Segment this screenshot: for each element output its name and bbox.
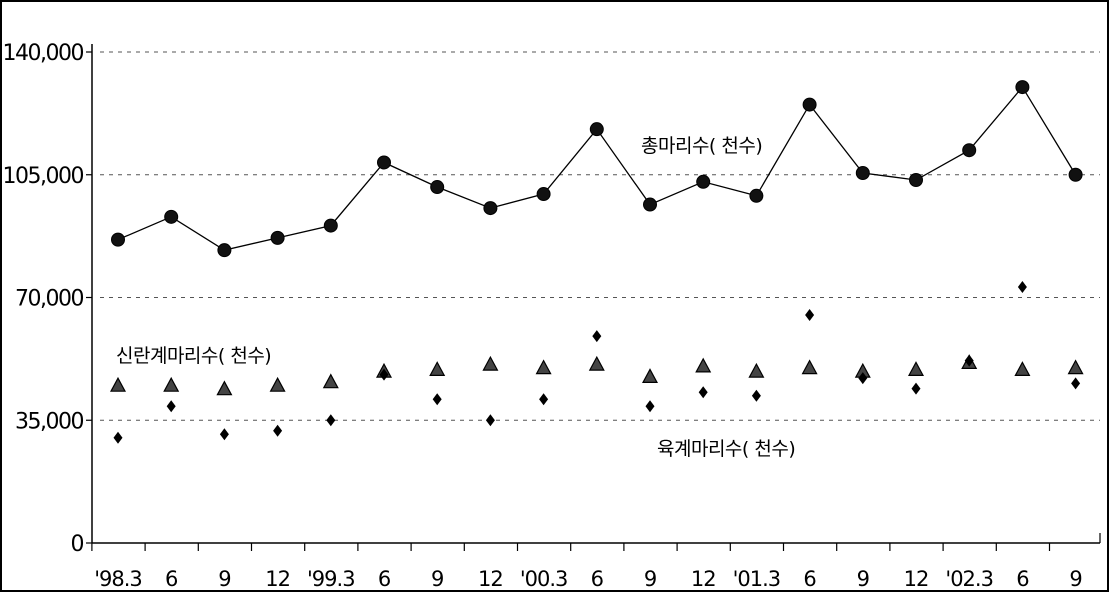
- data-point-circle: [536, 187, 551, 202]
- x-tick-label: 6: [378, 567, 391, 591]
- data-point-circle: [589, 122, 604, 137]
- data-point-circle: [1015, 80, 1030, 95]
- x-tick-label: 12: [691, 567, 716, 591]
- x-tick-label: 9: [644, 567, 656, 591]
- y-tick-label: 35,000: [15, 409, 83, 434]
- data-point-triangle: [801, 359, 818, 375]
- data-point-triangle: [748, 362, 765, 378]
- data-point-diamond: [432, 393, 442, 406]
- data-point-triangle: [429, 361, 446, 376]
- x-tick-label: 9: [218, 567, 230, 591]
- data-point-diamond: [805, 309, 815, 322]
- data-point-diamond: [1071, 377, 1081, 390]
- data-point-triangle: [695, 357, 712, 373]
- series-group: [113, 280, 1081, 444]
- data-point-circle: [962, 143, 977, 158]
- axis-layer: 0 35,000 70,000 105,000 140,000 '98.3 6 9 12 '99.…: [3, 41, 1101, 591]
- data-point-circle: [483, 201, 498, 216]
- x-tick-label: 9: [857, 567, 869, 591]
- data-point-triangle: [588, 355, 605, 371]
- data-point-triangle: [535, 359, 552, 375]
- y-tick-label: 0: [71, 532, 84, 557]
- x-tick-label: '02.3: [945, 567, 993, 591]
- data-point-diamond: [645, 400, 655, 413]
- series-annotation-label: 육계마리수( 천수): [657, 438, 795, 460]
- data-point-circle: [802, 97, 817, 112]
- series-annotation-label: 총마리수( 천수): [641, 135, 762, 157]
- data-point-diamond: [273, 424, 283, 437]
- x-tick-label: 9: [431, 567, 443, 591]
- data-point-circle: [111, 232, 125, 247]
- data-point-diamond: [379, 368, 389, 381]
- data-point-diamond: [698, 386, 708, 399]
- data-point-triangle: [269, 376, 286, 392]
- data-point-triangle: [109, 376, 127, 392]
- data-point-triangle: [163, 376, 180, 392]
- x-tick-label: 6: [591, 567, 604, 591]
- x-tick-label: 12: [478, 567, 503, 591]
- data-point-diamond: [858, 372, 868, 385]
- data-point-triangle: [322, 373, 339, 389]
- y-tick-label: 140,000: [3, 41, 84, 66]
- data-point-circle: [377, 155, 391, 170]
- data-point-diamond: [751, 389, 761, 402]
- data-point-diamond: [964, 354, 974, 367]
- data-point-diamond: [1017, 280, 1027, 293]
- y-tick-label: 105,000: [3, 164, 84, 189]
- x-tick-label: '00.3: [520, 567, 568, 591]
- label-layer: 총마리수( 천수) 신란계마리수( 천수) 육계마리수( 천수): [116, 135, 796, 460]
- series-group: [109, 354, 1084, 396]
- data-point-diamond: [592, 330, 602, 343]
- data-point-triangle: [1014, 361, 1031, 376]
- data-point-diamond: [113, 431, 123, 444]
- series-group: [111, 80, 1083, 258]
- data-point-triangle: [907, 361, 925, 376]
- data-point-diamond: [166, 400, 176, 413]
- y-tick-label: 70,000: [15, 287, 83, 312]
- data-point-triangle: [216, 380, 233, 396]
- data-point-diamond: [326, 414, 336, 427]
- data-point-circle: [855, 165, 870, 180]
- series-layer: [109, 80, 1084, 444]
- x-tick-label: '98.3: [94, 567, 142, 591]
- data-point-diamond: [219, 428, 229, 441]
- x-tick-label: '01.3: [733, 567, 781, 591]
- x-tick-label: 9: [1069, 567, 1081, 591]
- data-point-circle: [1068, 167, 1083, 182]
- data-point-circle: [909, 173, 923, 188]
- data-point-circle: [323, 218, 338, 233]
- x-tick-label: 12: [904, 567, 929, 591]
- data-point-circle: [430, 180, 445, 195]
- data-point-diamond: [485, 414, 495, 427]
- data-point-triangle: [1067, 359, 1084, 375]
- data-point-circle: [749, 188, 764, 203]
- x-tick-label: 6: [803, 567, 816, 591]
- x-tick-label: 6: [165, 567, 178, 591]
- series-annotation-label: 신란계마리수( 천수): [116, 345, 271, 367]
- data-point-diamond: [539, 393, 549, 406]
- data-point-circle: [643, 197, 657, 212]
- data-point-triangle: [482, 355, 499, 371]
- data-point-triangle: [641, 368, 659, 384]
- data-point-circle: [164, 209, 179, 224]
- data-point-circle: [270, 230, 285, 245]
- x-tick-label: 12: [265, 567, 290, 591]
- data-point-diamond: [911, 382, 921, 395]
- x-tick-label: '99.3: [307, 567, 355, 591]
- data-point-circle: [696, 174, 711, 189]
- x-tick-label: 6: [1016, 567, 1029, 591]
- data-point-circle: [217, 243, 232, 258]
